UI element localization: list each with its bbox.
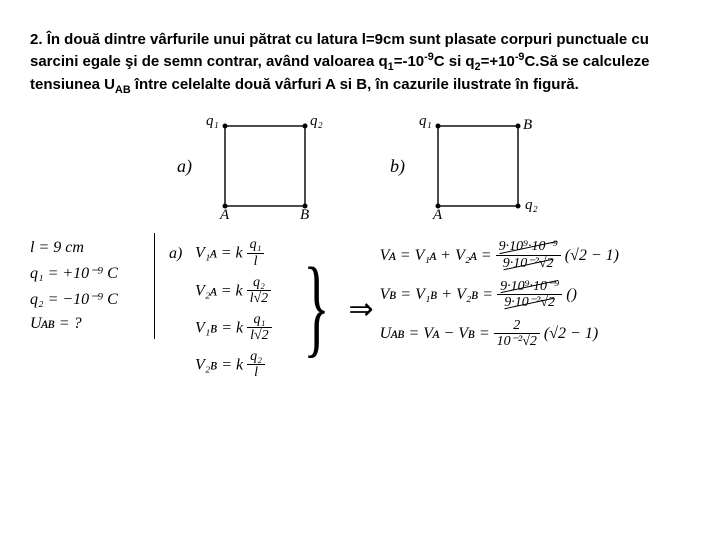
b-label-b: B [523, 117, 532, 133]
fig-b-label: b) [390, 156, 405, 177]
given-q2: q₂ = −10⁻⁹ C [30, 289, 140, 309]
v2b-eq: V₂ʙ = k q₂l [195, 349, 265, 382]
a-label: A [219, 207, 230, 221]
part-a-hdr: a) [169, 245, 191, 263]
fig-a-label: a) [177, 156, 192, 177]
figures-row: a) q₁ q₂ A B b) q₁ B A q₂ [30, 111, 690, 221]
problem-number: 2. [30, 31, 43, 48]
worked-solution: l = 9 cm q₁ = +10⁻⁹ C q₂ = −10⁻⁹ C Uᴀʙ =… [30, 233, 690, 386]
uab-sub: AB [115, 84, 131, 96]
q2-label-b: q₂ [525, 197, 538, 213]
q1-exp: -9 [424, 51, 434, 63]
q1-label-b: q₁ [419, 113, 432, 129]
given-uab: Uᴀʙ = ? [30, 315, 140, 333]
figure-b: b) q₁ B A q₂ [390, 111, 543, 221]
v1a-eq: V₁ᴀ = k q₁l [195, 237, 264, 270]
va-result: Vᴀ = V₁ᴀ + V₂ᴀ = 9·10⁹·10⁻⁹ 9·10⁻²√2 (√2… [380, 239, 690, 272]
results-column: Vᴀ = V₁ᴀ + V₂ᴀ = 9·10⁹·10⁻⁹ 9·10⁻²√2 (√2… [380, 233, 690, 357]
q1-val: =-10 [394, 53, 424, 70]
brace-icon: } [303, 254, 329, 359]
b-label: B [300, 207, 309, 221]
formulas-column: a) V₁ᴀ = k q₁l V₂ᴀ = k q₂l√2 V₁ʙ = k q₁l… [155, 233, 290, 386]
square-b-svg: q₁ B A q₂ [413, 111, 543, 221]
problem-statement: 2. În două dintre vârfurile unui pătrat … [30, 30, 690, 97]
q2-label: q₂ [310, 113, 323, 129]
vb-result: Vʙ = V₁ʙ + V₂ʙ = 9·10⁹·10⁻⁹ 9·10⁻²√2 () [380, 279, 690, 312]
uab-result: Uᴀʙ = Vᴀ − Vʙ = 2 10⁻²√2 (√2 − 1) [380, 318, 690, 351]
q2-exp: -9 [515, 51, 525, 63]
givens-column: l = 9 cm q₁ = +10⁻⁹ C q₂ = −10⁻⁹ C Uᴀʙ =… [30, 233, 155, 339]
given-l: l = 9 cm [30, 239, 140, 257]
square-a-svg: q₁ q₂ A B [200, 111, 330, 221]
q1-label: q₁ [206, 113, 219, 129]
q2-val: =+10 [481, 53, 515, 70]
a-label-b: A [432, 207, 443, 221]
v2a-eq: V₂ᴀ = k q₂l√2 [195, 275, 271, 308]
v1b-eq: V₁ʙ = k q₁l√2 [195, 312, 272, 345]
q1-unit: C si q [434, 53, 475, 70]
problem-tail: între celelalte două vârfuri A si B, în … [131, 76, 579, 93]
figure-a: a) q₁ q₂ A B [177, 111, 330, 221]
arrow-icon: ⇒ [349, 292, 374, 327]
given-q1: q₁ = +10⁻⁹ C [30, 263, 140, 283]
